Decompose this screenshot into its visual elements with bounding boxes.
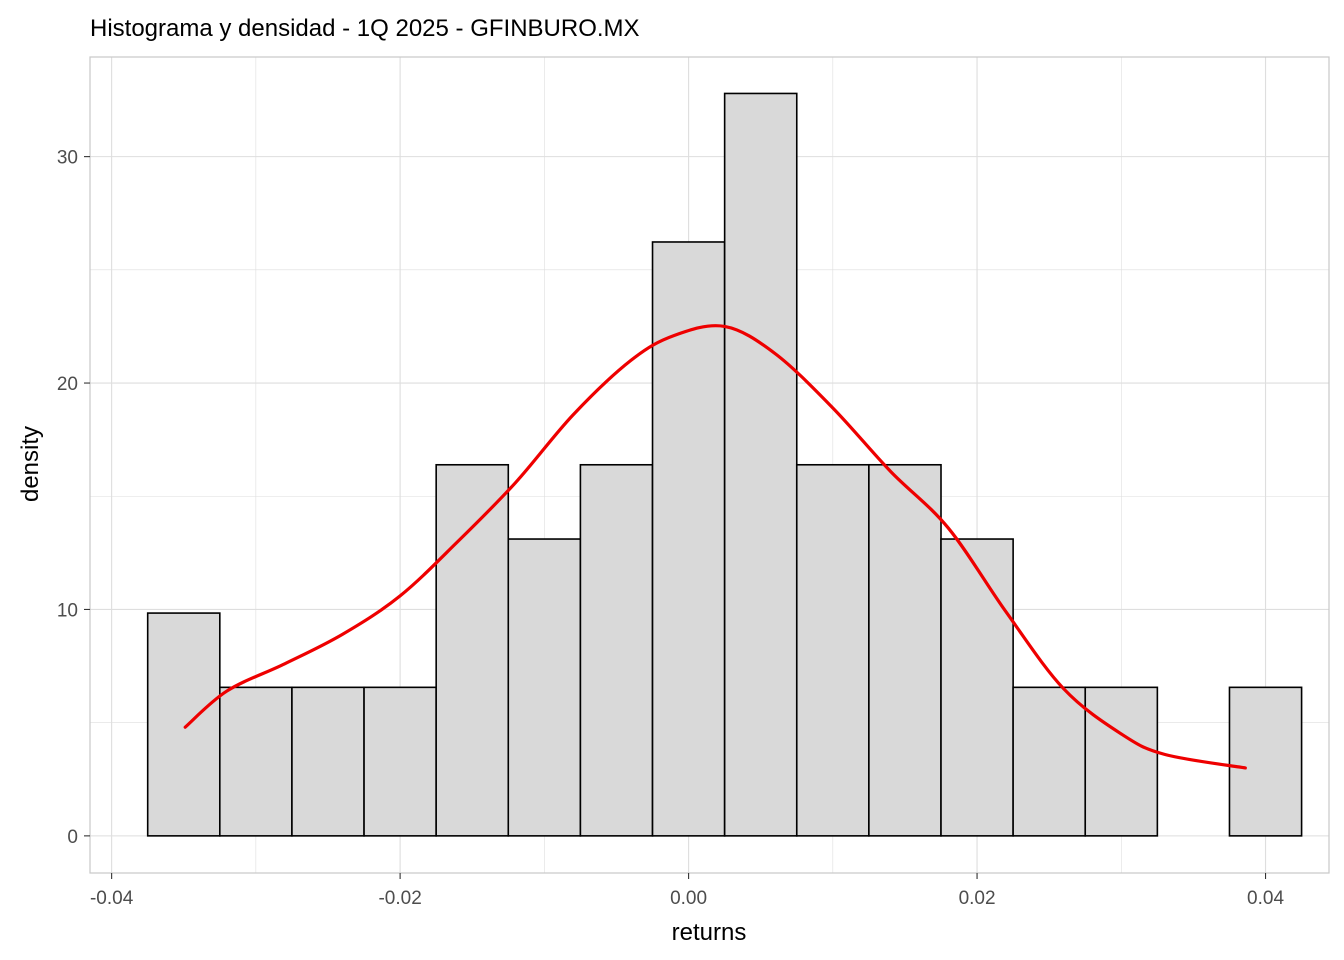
x-tick-label: 0.02 [959, 888, 996, 909]
histogram-bar [507, 538, 582, 837]
histogram-bar [291, 686, 365, 837]
x-axis-title: returns [672, 919, 747, 946]
y-axis-title: density [17, 426, 44, 502]
histogram-bar [579, 463, 654, 837]
y-tick-label: 30 [57, 148, 78, 169]
histogram-bars [146, 92, 1303, 837]
histogram-bar [940, 538, 1014, 837]
histogram-bar [1012, 686, 1087, 837]
x-tick-label: 0.00 [670, 888, 707, 909]
y-tick-label: 20 [57, 374, 78, 395]
x-axis-ticks: -0.04 -0.02 0.00 0.02 0.04 [90, 873, 1284, 909]
y-tick-label: 0 [67, 827, 78, 848]
histogram-bar [219, 686, 293, 837]
histogram-bar [868, 463, 942, 837]
chart-title: Histograma y densidad - 1Q 2025 - GFINBU… [90, 15, 640, 42]
histogram-bar [363, 686, 437, 837]
histogram-bar [795, 463, 870, 837]
x-tick-label: 0.04 [1247, 888, 1284, 909]
y-tick-label: 10 [57, 600, 78, 621]
panel-border [89, 56, 1330, 874]
density-curve [183, 324, 1247, 770]
histogram-bar [1084, 686, 1159, 837]
y-axis-ticks: 0 10 20 30 [57, 148, 90, 848]
histogram-bar [1228, 686, 1303, 837]
histogram-bar [723, 92, 798, 837]
x-tick-label: -0.02 [378, 888, 421, 909]
histogram-bar [146, 612, 221, 837]
histogram-bar [435, 463, 510, 837]
x-tick-label: -0.04 [90, 888, 134, 909]
